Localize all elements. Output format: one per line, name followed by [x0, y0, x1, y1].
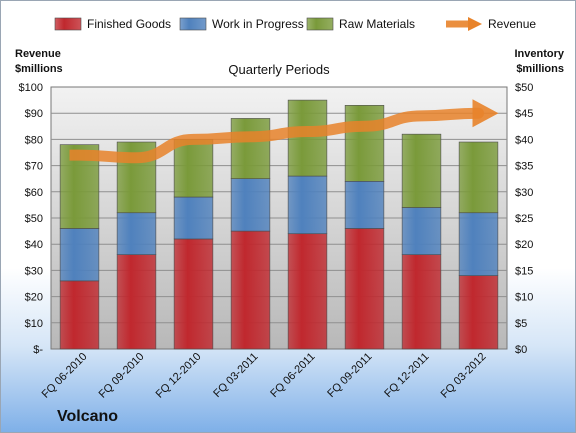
bar-raw-materials — [287, 99, 328, 177]
bar-work-in-progress — [59, 228, 100, 282]
bar-work-in-progress — [401, 207, 442, 255]
left-tick-label: $80 — [25, 134, 43, 146]
bar-work-in-progress — [287, 175, 328, 235]
legend-label: Raw Materials — [339, 17, 415, 31]
left-tick-label: $90 — [25, 108, 43, 120]
right-axis-title: Inventory — [514, 48, 564, 60]
bar-raw-materials — [230, 118, 271, 180]
bar-raw-materials — [458, 141, 499, 214]
right-tick-label: $30 — [515, 187, 533, 199]
x-tick-label: FQ 06-2011 — [268, 351, 317, 400]
legend-arrow-icon — [468, 17, 482, 31]
legend-label: Revenue — [488, 17, 536, 31]
left-tick-label: $20 — [25, 292, 43, 304]
left-tick-label: $70 — [25, 161, 43, 173]
right-tick-label: $40 — [515, 134, 533, 146]
revenue-arrowhead — [472, 99, 499, 128]
right-tick-label: $50 — [515, 82, 533, 94]
bar-work-in-progress — [230, 178, 271, 232]
left-tick-label: $100 — [19, 82, 43, 94]
right-tick-label: $0 — [515, 344, 527, 356]
bar-work-in-progress — [344, 181, 385, 229]
bar-finished-goods — [173, 238, 214, 350]
left-tick-label: $- — [33, 344, 43, 356]
legend-label: Finished Goods — [87, 17, 171, 31]
bar-finished-goods — [59, 280, 100, 350]
legend-swatch-finished-goods — [54, 17, 82, 31]
revenue-line — [69, 107, 484, 164]
left-tick-label: $30 — [25, 265, 43, 277]
bar-finished-goods — [287, 233, 328, 350]
x-tick-label: FQ 09-2011 — [325, 351, 374, 400]
bar-raw-materials — [344, 105, 385, 182]
right-tick-label: $25 — [515, 213, 533, 225]
right-tick-label: $35 — [515, 161, 533, 173]
x-tick-label: FQ 03-2011 — [211, 351, 260, 400]
left-axis-title: Revenue — [15, 48, 61, 60]
x-tick-label: FQ 06-2010 — [40, 351, 90, 401]
bar-work-in-progress — [458, 212, 499, 276]
x-tick-label: FQ 03-2012 — [439, 351, 489, 401]
right-tick-label: $15 — [515, 265, 533, 277]
left-tick-label: $40 — [25, 239, 43, 251]
x-tick-label: FQ 09-2010 — [97, 351, 147, 401]
left-tick-label: $10 — [25, 318, 43, 330]
legend-swatch-work-in-progress — [179, 17, 207, 31]
left-tick-label: $50 — [25, 213, 43, 225]
right-axis-title-line2: $millions — [516, 63, 564, 75]
bar-finished-goods — [401, 254, 442, 350]
x-tick-label: FQ 12-2011 — [382, 351, 431, 400]
legend-label: Work in Progress — [212, 17, 304, 31]
right-tick-label: $10 — [515, 292, 533, 304]
bar-work-in-progress — [116, 212, 157, 255]
right-tick-label: $5 — [515, 318, 527, 330]
chart-subtitle: Quarterly Periods — [228, 62, 330, 77]
right-tick-label: $20 — [515, 239, 533, 251]
right-tick-label: $45 — [515, 108, 533, 120]
bar-raw-materials — [173, 139, 214, 198]
brand-label: Volcano — [57, 408, 118, 425]
left-axis-title-line2: $millions — [15, 63, 63, 75]
bar-work-in-progress — [173, 196, 214, 240]
bar-raw-materials — [401, 133, 442, 208]
legend-swatch-raw-materials — [306, 17, 334, 31]
bar-finished-goods — [116, 254, 157, 350]
bar-finished-goods — [230, 230, 271, 350]
bar-finished-goods — [344, 228, 385, 350]
left-tick-label: $60 — [25, 187, 43, 199]
bar-finished-goods — [458, 275, 499, 350]
x-tick-label: FQ 12-2010 — [154, 351, 204, 401]
